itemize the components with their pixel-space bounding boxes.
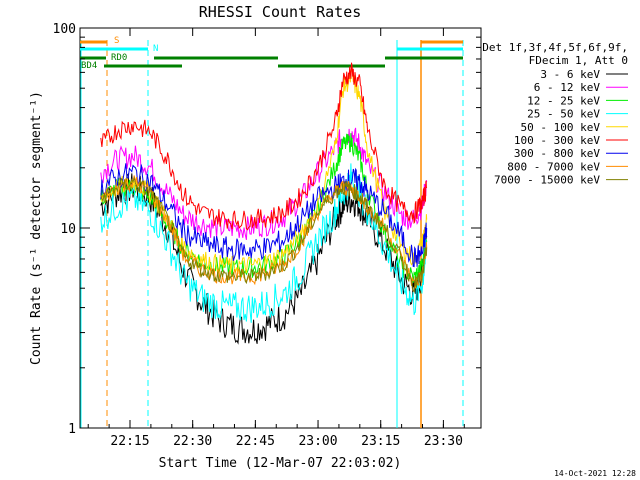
status-label-rd0: RD0 — [111, 53, 127, 63]
x-tick-label: 23:00 — [298, 434, 337, 449]
series-line — [100, 133, 428, 284]
status-label-n: N — [153, 44, 158, 54]
legend-entry-label: 100 - 300 keV — [514, 134, 600, 147]
series-line — [100, 163, 428, 323]
legend-entry-label: 300 - 800 keV — [514, 147, 600, 160]
y-tick-label: 100 — [53, 22, 76, 37]
y-tick-label: 10 — [60, 222, 76, 237]
x-tick-label: 23:30 — [424, 434, 463, 449]
legend-entry-label: 50 - 100 keV — [521, 121, 601, 134]
legend: Det 1f,3f,4f,5f,6f,9f,FDecim 1, Att 03 -… — [482, 41, 628, 187]
x-tick-label: 23:15 — [361, 434, 400, 449]
x-tick-label: 22:15 — [110, 434, 149, 449]
y-tick-label: 1 — [68, 422, 76, 437]
series-line — [100, 127, 428, 241]
legend-entry-label: 3 - 6 keV — [540, 68, 600, 81]
time-markers — [80, 40, 464, 428]
status-label-bd4: BD4 — [81, 61, 97, 71]
legend-entry-label: 7000 - 15000 keV — [494, 174, 600, 187]
axes: 22:15 22:30 22:45 23:00 23:15 23:30 1 10 100 — [53, 22, 481, 449]
series-line — [100, 176, 428, 293]
x-tick-label: 22:30 — [173, 434, 212, 449]
series-layer — [100, 62, 428, 345]
series-line — [100, 163, 428, 268]
x-tick-label: 22:45 — [236, 434, 275, 449]
legend-entry-label: 800 - 7000 keV — [507, 160, 600, 173]
legend-entry-label: 12 - 25 keV — [527, 94, 600, 107]
status-bars: S N RD0 BD4 — [80, 36, 463, 71]
legend-entry-label: 25 - 50 keV — [527, 108, 600, 121]
legend-header-line: Det 1f,3f,4f,5f,6f,9f, — [482, 41, 628, 54]
status-label-s: S — [114, 36, 119, 46]
series-line — [100, 62, 428, 231]
chart-title: RHESSI Count Rates — [199, 3, 362, 21]
x-axis-label: Start Time (12-Mar-07 22:03:02) — [159, 456, 402, 471]
legend-header-line: FDecim 1, Att 0 — [529, 54, 628, 67]
legend-entry-label: 6 - 12 keV — [534, 81, 601, 94]
y-axis-label: Count Rate (s⁻¹ detector segment⁻¹) — [29, 91, 44, 365]
footer-date: 14-Oct-2021 12:28 — [554, 469, 636, 478]
